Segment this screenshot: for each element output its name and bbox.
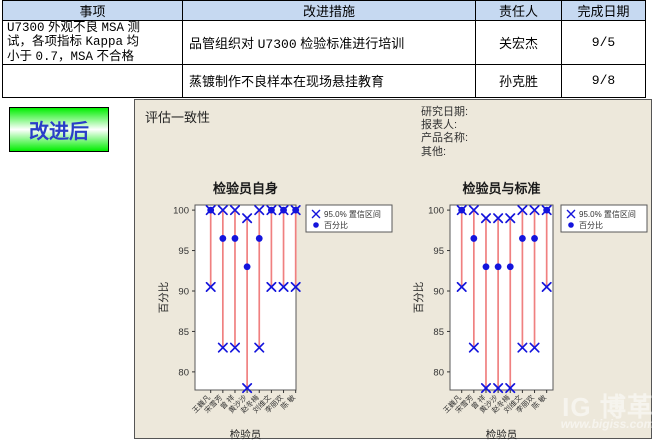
svg-text:检验员: 检验员 [230,428,262,440]
svg-text:检验员与标准: 检验员与标准 [462,181,540,196]
svg-text:90: 90 [178,286,189,297]
svg-text:百分比: 百分比 [412,282,425,314]
svg-text:80: 80 [433,367,444,378]
svg-text:95: 95 [433,246,444,257]
svg-text:90: 90 [433,286,444,297]
svg-text:100: 100 [428,206,444,217]
svg-text:百分比: 百分比 [324,220,348,230]
svg-text:95.0% 置信区间: 95.0% 置信区间 [324,209,381,219]
svg-text:陈 敏: 陈 敏 [279,393,298,412]
svg-text:陈 敏: 陈 敏 [530,393,549,412]
svg-text:百分比: 百分比 [579,220,603,230]
svg-text:95: 95 [178,246,189,257]
svg-text:检验员自身: 检验员自身 [213,181,278,196]
svg-text:80: 80 [178,367,189,378]
svg-text:85: 85 [178,327,189,338]
svg-text:检验员: 检验员 [486,428,518,440]
svg-text:95.0% 置信区间: 95.0% 置信区间 [579,209,636,219]
svg-text:百分比: 百分比 [157,282,170,314]
svg-text:85: 85 [433,327,444,338]
svg-text:100: 100 [173,206,189,217]
